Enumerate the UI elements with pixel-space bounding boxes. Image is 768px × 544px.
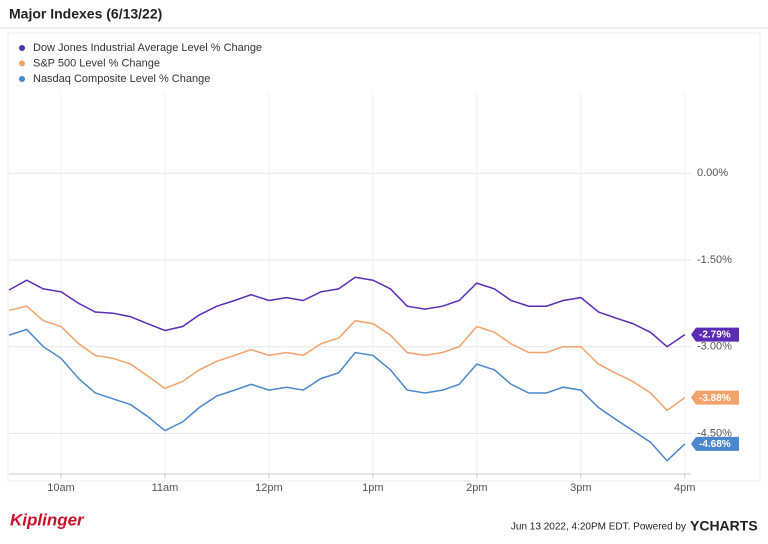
x-tick-label: 12pm <box>255 482 283 494</box>
end-label: -4.68% <box>699 439 731 450</box>
x-tick-label: 4pm <box>674 482 695 494</box>
brand: Kiplinger <box>10 510 85 529</box>
end-label-tag <box>691 327 739 342</box>
x-tick-label: 11am <box>152 482 179 494</box>
end-label-tag <box>691 390 739 405</box>
series-line <box>8 276 686 348</box>
y-tick-label: 0.00% <box>697 167 728 179</box>
chart-frame <box>7 32 761 482</box>
legend-label: S&P 500 Level % Change <box>33 57 160 69</box>
series-line <box>8 305 686 412</box>
x-tick-label: 3pm <box>570 482 591 494</box>
x-tick-label: 1pm <box>362 482 383 494</box>
x-tick-label: 10am <box>47 482 75 494</box>
legend-label: Dow Jones Industrial Average Level % Cha… <box>33 42 262 54</box>
y-tick-label: -3.00% <box>697 341 732 353</box>
y-tick-label: -1.50% <box>697 254 732 266</box>
end-label: -3.88% <box>699 393 731 404</box>
x-tick-label: 2pm <box>466 482 487 494</box>
legend-marker <box>19 60 25 67</box>
chart-title: Major Indexes (6/13/22) <box>9 6 162 22</box>
y-tick-label: -4.50% <box>697 427 732 439</box>
end-label: -2.79% <box>699 330 731 341</box>
timestamp: Jun 13 2022, 4:20PM EDT. Powered by <box>511 522 686 533</box>
legend-label: Nasdaq Composite Level % Change <box>33 73 210 85</box>
legend-marker <box>19 45 25 51</box>
end-label-tag <box>691 436 739 451</box>
legend-marker <box>19 76 25 82</box>
provider: YCHARTS <box>690 518 758 534</box>
series-line <box>8 328 686 462</box>
